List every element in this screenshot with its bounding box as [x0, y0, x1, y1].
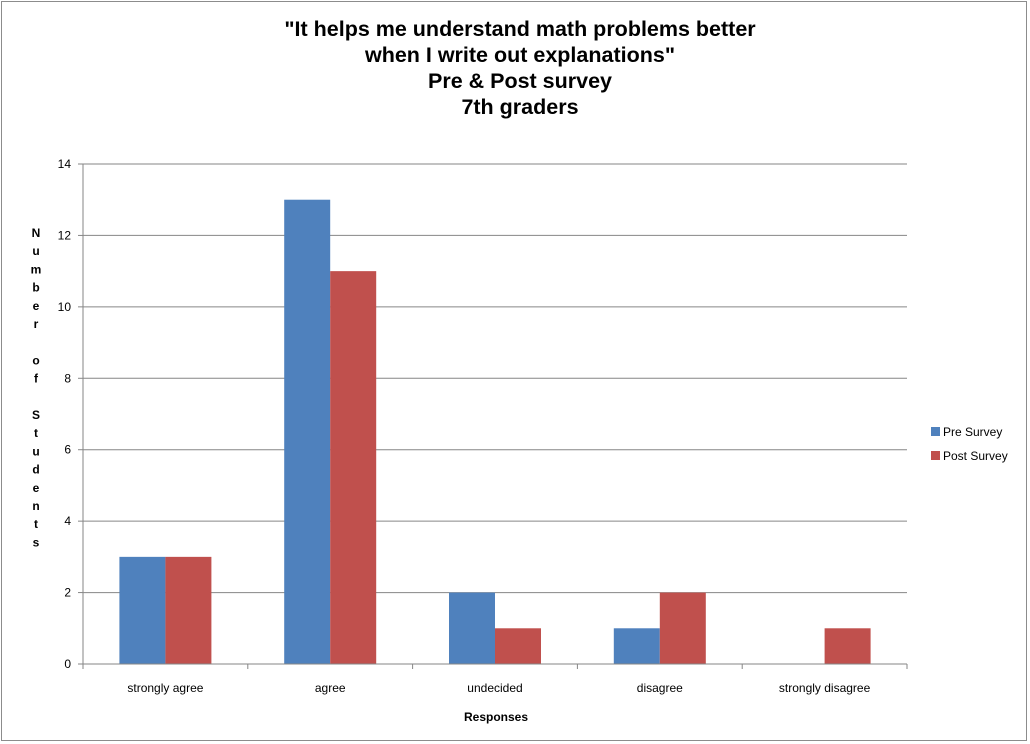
y-axis-title-letter: N — [32, 226, 41, 240]
legend-swatch — [931, 451, 940, 460]
y-axis-title-letter: b — [32, 281, 39, 295]
bar-post-survey — [659, 592, 706, 664]
bar-pre-survey — [449, 592, 495, 664]
y-axis-title-letter: r — [34, 317, 39, 331]
bar-pre-survey — [613, 628, 660, 664]
x-tick-label: undecided — [467, 681, 522, 695]
y-tick-label: 0 — [64, 657, 71, 671]
x-tick-label: strongly disagree — [779, 681, 871, 695]
bar-post-survey — [330, 271, 377, 664]
title-line-4: 7th graders — [461, 95, 579, 119]
y-axis-title-letter: u — [32, 244, 39, 258]
y-axis-title-letter: t — [34, 517, 38, 531]
bar-post-survey — [824, 628, 871, 664]
y-tick-label: 4 — [64, 514, 71, 528]
x-tick-label: disagree — [637, 681, 683, 695]
y-tick-label: 2 — [64, 586, 71, 600]
title-line-3: Pre & Post survey — [427, 69, 613, 93]
chart-title: "It helps me understand math problems be… — [120, 16, 920, 120]
bars — [119, 199, 871, 664]
bar-pre-survey — [119, 556, 166, 664]
legend-swatch — [931, 427, 940, 436]
title-line-2: when I write out explanations" — [364, 43, 676, 67]
bar-pre-survey — [284, 199, 331, 664]
y-axis-title-letter: f — [34, 372, 39, 386]
legend-label: Pre Survey — [943, 425, 1002, 439]
y-axis-title-letter: s — [33, 535, 40, 549]
y-axis-title-letter: S — [32, 408, 40, 422]
bar-post-survey — [165, 556, 212, 664]
y-tick-label: 10 — [58, 300, 72, 314]
y-axis-title-letter: u — [32, 444, 39, 458]
legend: Pre Survey Post Survey — [931, 425, 1008, 463]
y-axis-title-letter: t — [34, 426, 38, 440]
legend-label: Post Survey — [943, 449, 1008, 463]
gridlines — [83, 163, 907, 594]
x-axis-title: Responses — [464, 710, 528, 724]
y-axis-title-letter: o — [32, 353, 39, 367]
y-tick-label: 12 — [58, 228, 72, 242]
x-tick-label: strongly agree — [127, 681, 203, 695]
y-tick-label: 6 — [64, 443, 71, 457]
x-tick-label: agree — [315, 681, 346, 695]
title-line-1: "It helps me understand math problems be… — [284, 17, 756, 41]
y-axis-title-letter: e — [33, 299, 40, 313]
axes: 0 2 4 6 8 10 12 14 strongly agree agree undecided d… — [58, 157, 908, 695]
y-tick-label: 14 — [58, 157, 72, 171]
bar-post-survey — [495, 628, 541, 664]
y-axis-title-letter: m — [31, 262, 42, 276]
y-axis-title-letter: d — [32, 463, 39, 477]
y-axis-title-letter: e — [33, 481, 40, 495]
y-axis-title-letter: n — [32, 499, 39, 513]
y-tick-label: 8 — [64, 371, 71, 385]
